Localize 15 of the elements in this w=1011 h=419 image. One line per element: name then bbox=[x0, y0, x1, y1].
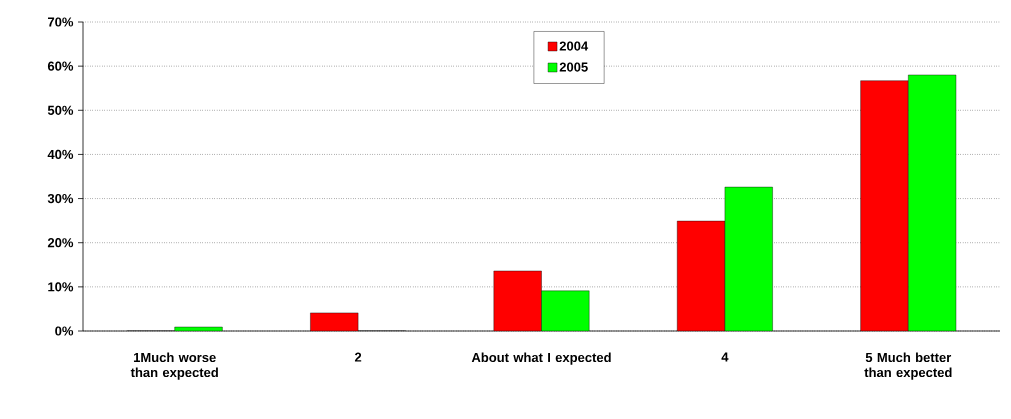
y-tick-label: 30% bbox=[47, 193, 74, 204]
y-tick-label: 20% bbox=[47, 238, 74, 248]
y-tick-label: 70% bbox=[48, 17, 74, 27]
x-tick-label: 4 bbox=[721, 352, 729, 362]
x-tick-label: 5 Much better than expected bbox=[864, 352, 952, 380]
x-tick-label: About what I expected bbox=[471, 352, 611, 365]
y-tick-label: 10% bbox=[48, 282, 74, 292]
y-tick-label: 60% bbox=[47, 61, 74, 71]
x-tick-label: 1Much worse than expected bbox=[130, 352, 218, 380]
legend-label: 2005 bbox=[559, 62, 588, 72]
legend-label: 2004 bbox=[559, 41, 589, 51]
y-tick-label: 50% bbox=[47, 105, 74, 115]
y-tick-label: 40% bbox=[47, 149, 74, 160]
y-tick-label: 0% bbox=[55, 326, 74, 336]
x-tick-label: 2 bbox=[354, 352, 362, 362]
